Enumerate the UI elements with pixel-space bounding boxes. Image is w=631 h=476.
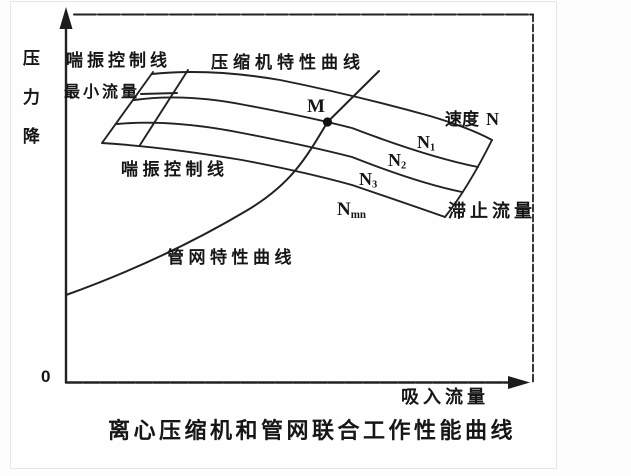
min-flow-line <box>139 69 189 146</box>
speed-curve-nmn <box>101 142 446 218</box>
y-axis-arrow <box>59 7 73 29</box>
speed-curve-n2 <box>133 96 479 168</box>
compressor-curve-label: 压缩机特性曲线 <box>211 53 365 72</box>
point-m-label: M <box>307 96 325 117</box>
surge-control-line <box>101 71 154 144</box>
choke-flow-label: 滞止流量 <box>448 201 536 221</box>
min-flow-pointer-line <box>140 92 178 95</box>
figure-caption: 离心压缩机和管网联合工作性能曲线 <box>108 418 517 443</box>
y-axis-label: 压力降 <box>19 49 39 166</box>
surge-control-label-top: 喘振控制线 <box>66 51 171 70</box>
speed-family-label-n: N <box>486 109 499 129</box>
scan-page-frame <box>10 1 557 469</box>
speed-family-label-cn: 速度 <box>445 110 479 129</box>
surge-control-label-bottom: 喘振控制线 <box>121 160 229 179</box>
speed-line-label-n3: N3 <box>359 169 378 191</box>
origin-label: 0 <box>41 367 51 386</box>
network-curve-label: 管网特性曲线 <box>167 248 296 267</box>
speed-family-label: 速度 N <box>445 110 499 129</box>
speed-line-label-nmn: Nmn <box>337 199 367 221</box>
speed-curve-n1 <box>151 71 493 141</box>
point-m-dot <box>322 117 333 127</box>
speed-curve-n3 <box>116 121 463 193</box>
choke-line <box>444 139 493 218</box>
x-axis-arrow <box>508 376 530 389</box>
speed-line-label-n1: N1 <box>417 132 436 154</box>
speed-line-label-n2: N2 <box>388 150 407 172</box>
min-flow-label: 最小流量 <box>64 84 141 101</box>
network-curve <box>65 70 380 296</box>
x-axis-label: 吸入流量 <box>401 387 489 407</box>
